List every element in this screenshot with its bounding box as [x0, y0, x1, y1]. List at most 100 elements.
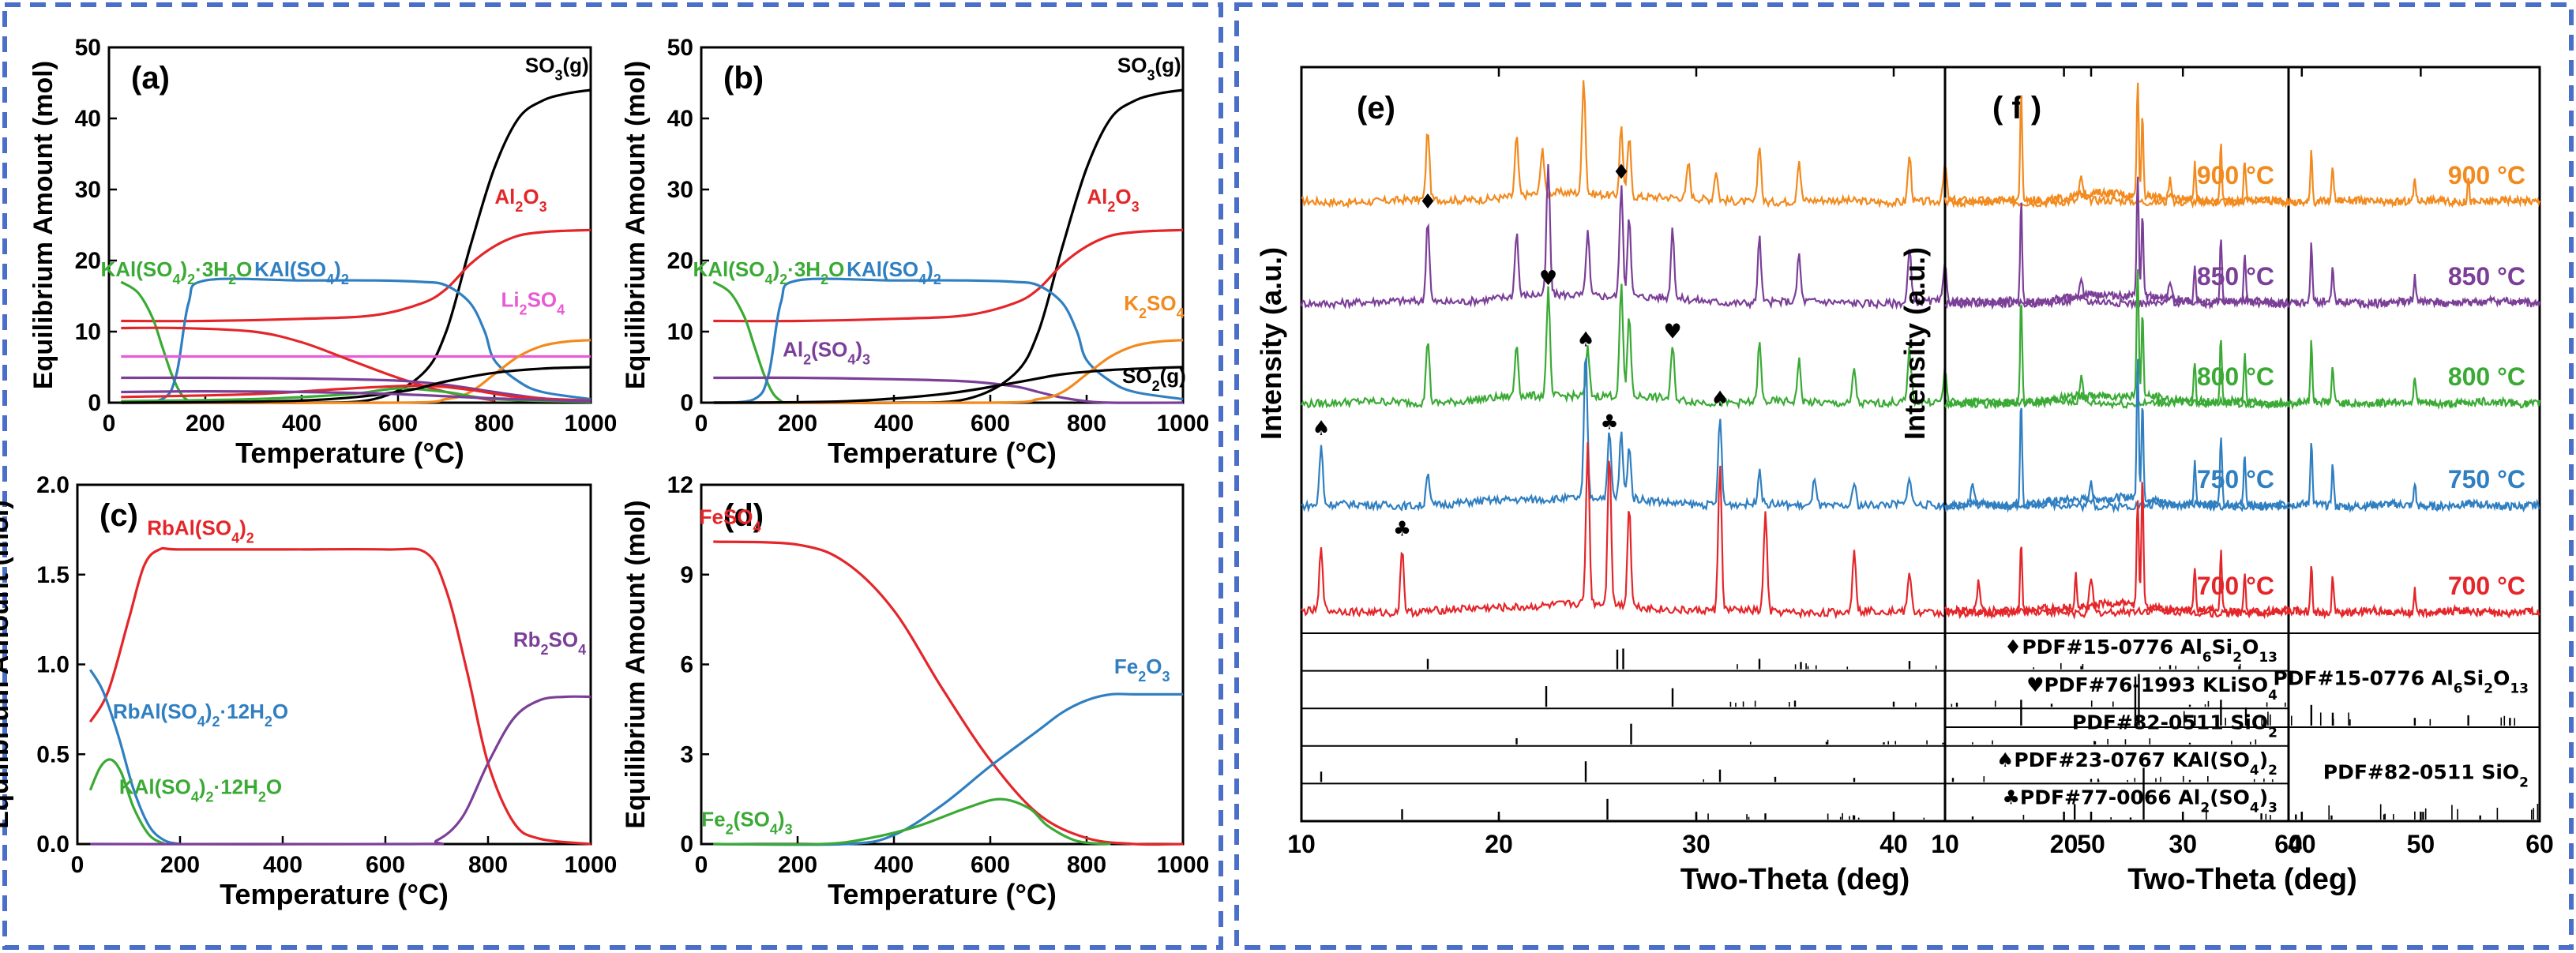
- x-tick-label-a: 600: [378, 411, 418, 437]
- panel-label-c: (c): [100, 498, 138, 533]
- x-tick-label-b: 600: [971, 411, 1010, 437]
- series-label-b-4: Al2(SO4)3: [783, 338, 870, 368]
- right-dashed-frame: [1234, 2, 2574, 950]
- phase-marker-e-5: ♠: [1576, 328, 1594, 352]
- ref-label-f-0: PDF#15-0776 Al6Si2O13: [2273, 666, 2529, 696]
- trace-label-e-4: 700 °C: [2197, 572, 2274, 600]
- series-line-a-11: [121, 390, 591, 403]
- phase-marker-e-0: ♦: [1418, 190, 1436, 214]
- y-tick-label-a: 40: [75, 106, 101, 132]
- y-tick-label-d: 6: [680, 652, 693, 678]
- series-line-d-1: [713, 692, 1183, 846]
- phase-marker-e-2: ♥: [1539, 267, 1557, 291]
- chart-e: 10 20 30 40 50 60 Two-Theta (deg) Intensity (a.…: [1255, 66, 2303, 896]
- x-tick-label-a: 0: [103, 411, 116, 437]
- y-tick-label-d: 9: [680, 562, 693, 588]
- series-label-d-1: Fe2O3: [1114, 655, 1170, 685]
- y-axis-label-f: Intensity (a.u.): [1898, 247, 1931, 440]
- plot-frame-f: [1943, 66, 2541, 823]
- y-tick-label-d: 3: [680, 741, 693, 767]
- xrd-trace-e-4: [1301, 442, 2290, 621]
- x-tick-label-f: 20: [2050, 830, 2078, 858]
- y-tick-label-a: 0: [88, 390, 101, 416]
- x-axis-label-f: Two-Theta (deg): [2127, 863, 2357, 896]
- x-tick-label-b: 400: [874, 411, 914, 437]
- series-label-b-1: Al2O3: [1087, 185, 1139, 215]
- series-line-a-3: [121, 277, 591, 404]
- xrd-trace-f-0: [1943, 82, 2541, 209]
- series-label-b-6: SO2(g): [1122, 364, 1186, 394]
- series-line-b-3: [713, 277, 1184, 404]
- series-label-c-2: KAl(SO4)2·12H2O: [119, 775, 282, 805]
- xrd-trace-f-1: [1944, 176, 2541, 310]
- chart-c: 0 200 400 600 800 1000 0.0 0.5 1.0 1.5 2.0 Temperat…: [0, 472, 617, 910]
- series-label-a-2: KAl(SO4)2·3H2O: [100, 257, 252, 287]
- series-label-a-0: SO3(g): [525, 54, 589, 84]
- x-axis-label-c: Temperature (°C): [220, 878, 449, 910]
- x-tick-label-b: 200: [778, 411, 817, 437]
- phase-marker-e-3: ♥: [1663, 321, 1681, 344]
- series-line-c-3: [90, 695, 591, 846]
- y-tick-label-a: 50: [75, 35, 101, 61]
- x-axis-label-b: Temperature (°C): [828, 437, 1057, 469]
- trace-label-e-1: 850 °C: [2197, 262, 2274, 291]
- left-dashed-frame: [2, 2, 1223, 950]
- y-axis-label-a: Equilibrium Amount (mol): [28, 61, 58, 389]
- xrd-trace-e-0: [1301, 80, 2289, 209]
- xrd-trace-e-1: [1300, 163, 2289, 310]
- x-tick-label-f: 30: [2169, 830, 2197, 858]
- series-line-b-5: [713, 339, 1184, 404]
- series-label-a-1: Al2O3: [494, 185, 546, 215]
- trace-label-e-3: 750 °C: [2197, 465, 2274, 493]
- y-tick-label-b: 50: [667, 35, 693, 61]
- charts-layer: 0 200 400 600 800 100001020304050Temperature …: [0, 35, 2554, 910]
- xrd-trace-e-3: [1301, 358, 2290, 514]
- phase-marker-e-7: ♣: [1600, 411, 1618, 435]
- series-line-b-2: [712, 280, 784, 404]
- x-axis-label-e: Two-Theta (deg): [1680, 863, 1910, 896]
- panel-label-d: (d): [723, 498, 764, 533]
- y-tick-label-c: 0.5: [36, 741, 69, 767]
- ref-label-e-0: ♦PDF#15-0776 Al6Si2O13: [2004, 636, 2277, 666]
- y-tick-label-b: 40: [667, 106, 693, 132]
- xrd-trace-e-2: [1301, 283, 2289, 410]
- x-axis-label-a: Temperature (°C): [235, 437, 464, 469]
- x-tick-label-e: 30: [1682, 830, 1710, 858]
- y-axis-label-d: Equilibrium Amount (mol): [621, 500, 651, 828]
- x-tick-label-e: 50: [2077, 830, 2105, 858]
- x-tick-label-f: 50: [2407, 830, 2435, 858]
- series-label-c-3: Rb2SO4: [513, 628, 586, 658]
- trace-label-e-0: 900 °C: [2197, 161, 2274, 189]
- series-label-a-3: KAl(SO4)2: [254, 257, 349, 287]
- series-line-b-1: [713, 228, 1184, 323]
- x-tick-label-c: 800: [468, 852, 508, 878]
- series-label-c-0: RbAl(SO4)2: [147, 516, 254, 546]
- x-tick-label-d: 400: [874, 852, 914, 878]
- phase-marker-e-1: ♦: [1612, 161, 1630, 185]
- y-tick-label-b: 10: [667, 319, 693, 345]
- x-tick-label-a: 200: [186, 411, 225, 437]
- phase-marker-e-8: ♣: [1393, 518, 1411, 542]
- x-tick-label-d: 1000: [1157, 852, 1210, 878]
- series-line-a-6: [121, 326, 495, 402]
- xrd-trace-f-3: [1943, 358, 2540, 513]
- series-label-a-4: Li2SO4: [501, 288, 565, 318]
- x-axis-label-d: Temperature (°C): [828, 878, 1057, 910]
- trace-label-f-3: 750 °C: [2448, 465, 2525, 493]
- y-tick-label-a: 20: [75, 248, 101, 274]
- x-tick-label-b: 800: [1067, 411, 1106, 437]
- series-line-a-1: [121, 228, 591, 323]
- series-line-c-1: [88, 669, 181, 846]
- series-line-d-2: [713, 797, 1111, 846]
- x-tick-label-f: 40: [2288, 830, 2316, 858]
- y-tick-label-a: 30: [75, 177, 101, 203]
- series-label-d-2: Fe2(SO4)3: [701, 807, 792, 837]
- chart-b: 0 200 400 600 800 1000 0 10 20 30 40 50 Temperature …: [621, 35, 1209, 469]
- y-tick-label-c: 2.0: [36, 472, 69, 498]
- x-tick-label-d: 600: [971, 852, 1010, 878]
- series-line-c-2: [88, 758, 166, 846]
- x-tick-label-c: 0: [71, 852, 84, 878]
- ref-label-e-4: ♣PDF#77-0066 Al2(SO4)3: [2002, 786, 2277, 816]
- series-label-b-0: SO3(g): [1117, 54, 1181, 84]
- series-label-b-5: K2SO4: [1124, 291, 1184, 321]
